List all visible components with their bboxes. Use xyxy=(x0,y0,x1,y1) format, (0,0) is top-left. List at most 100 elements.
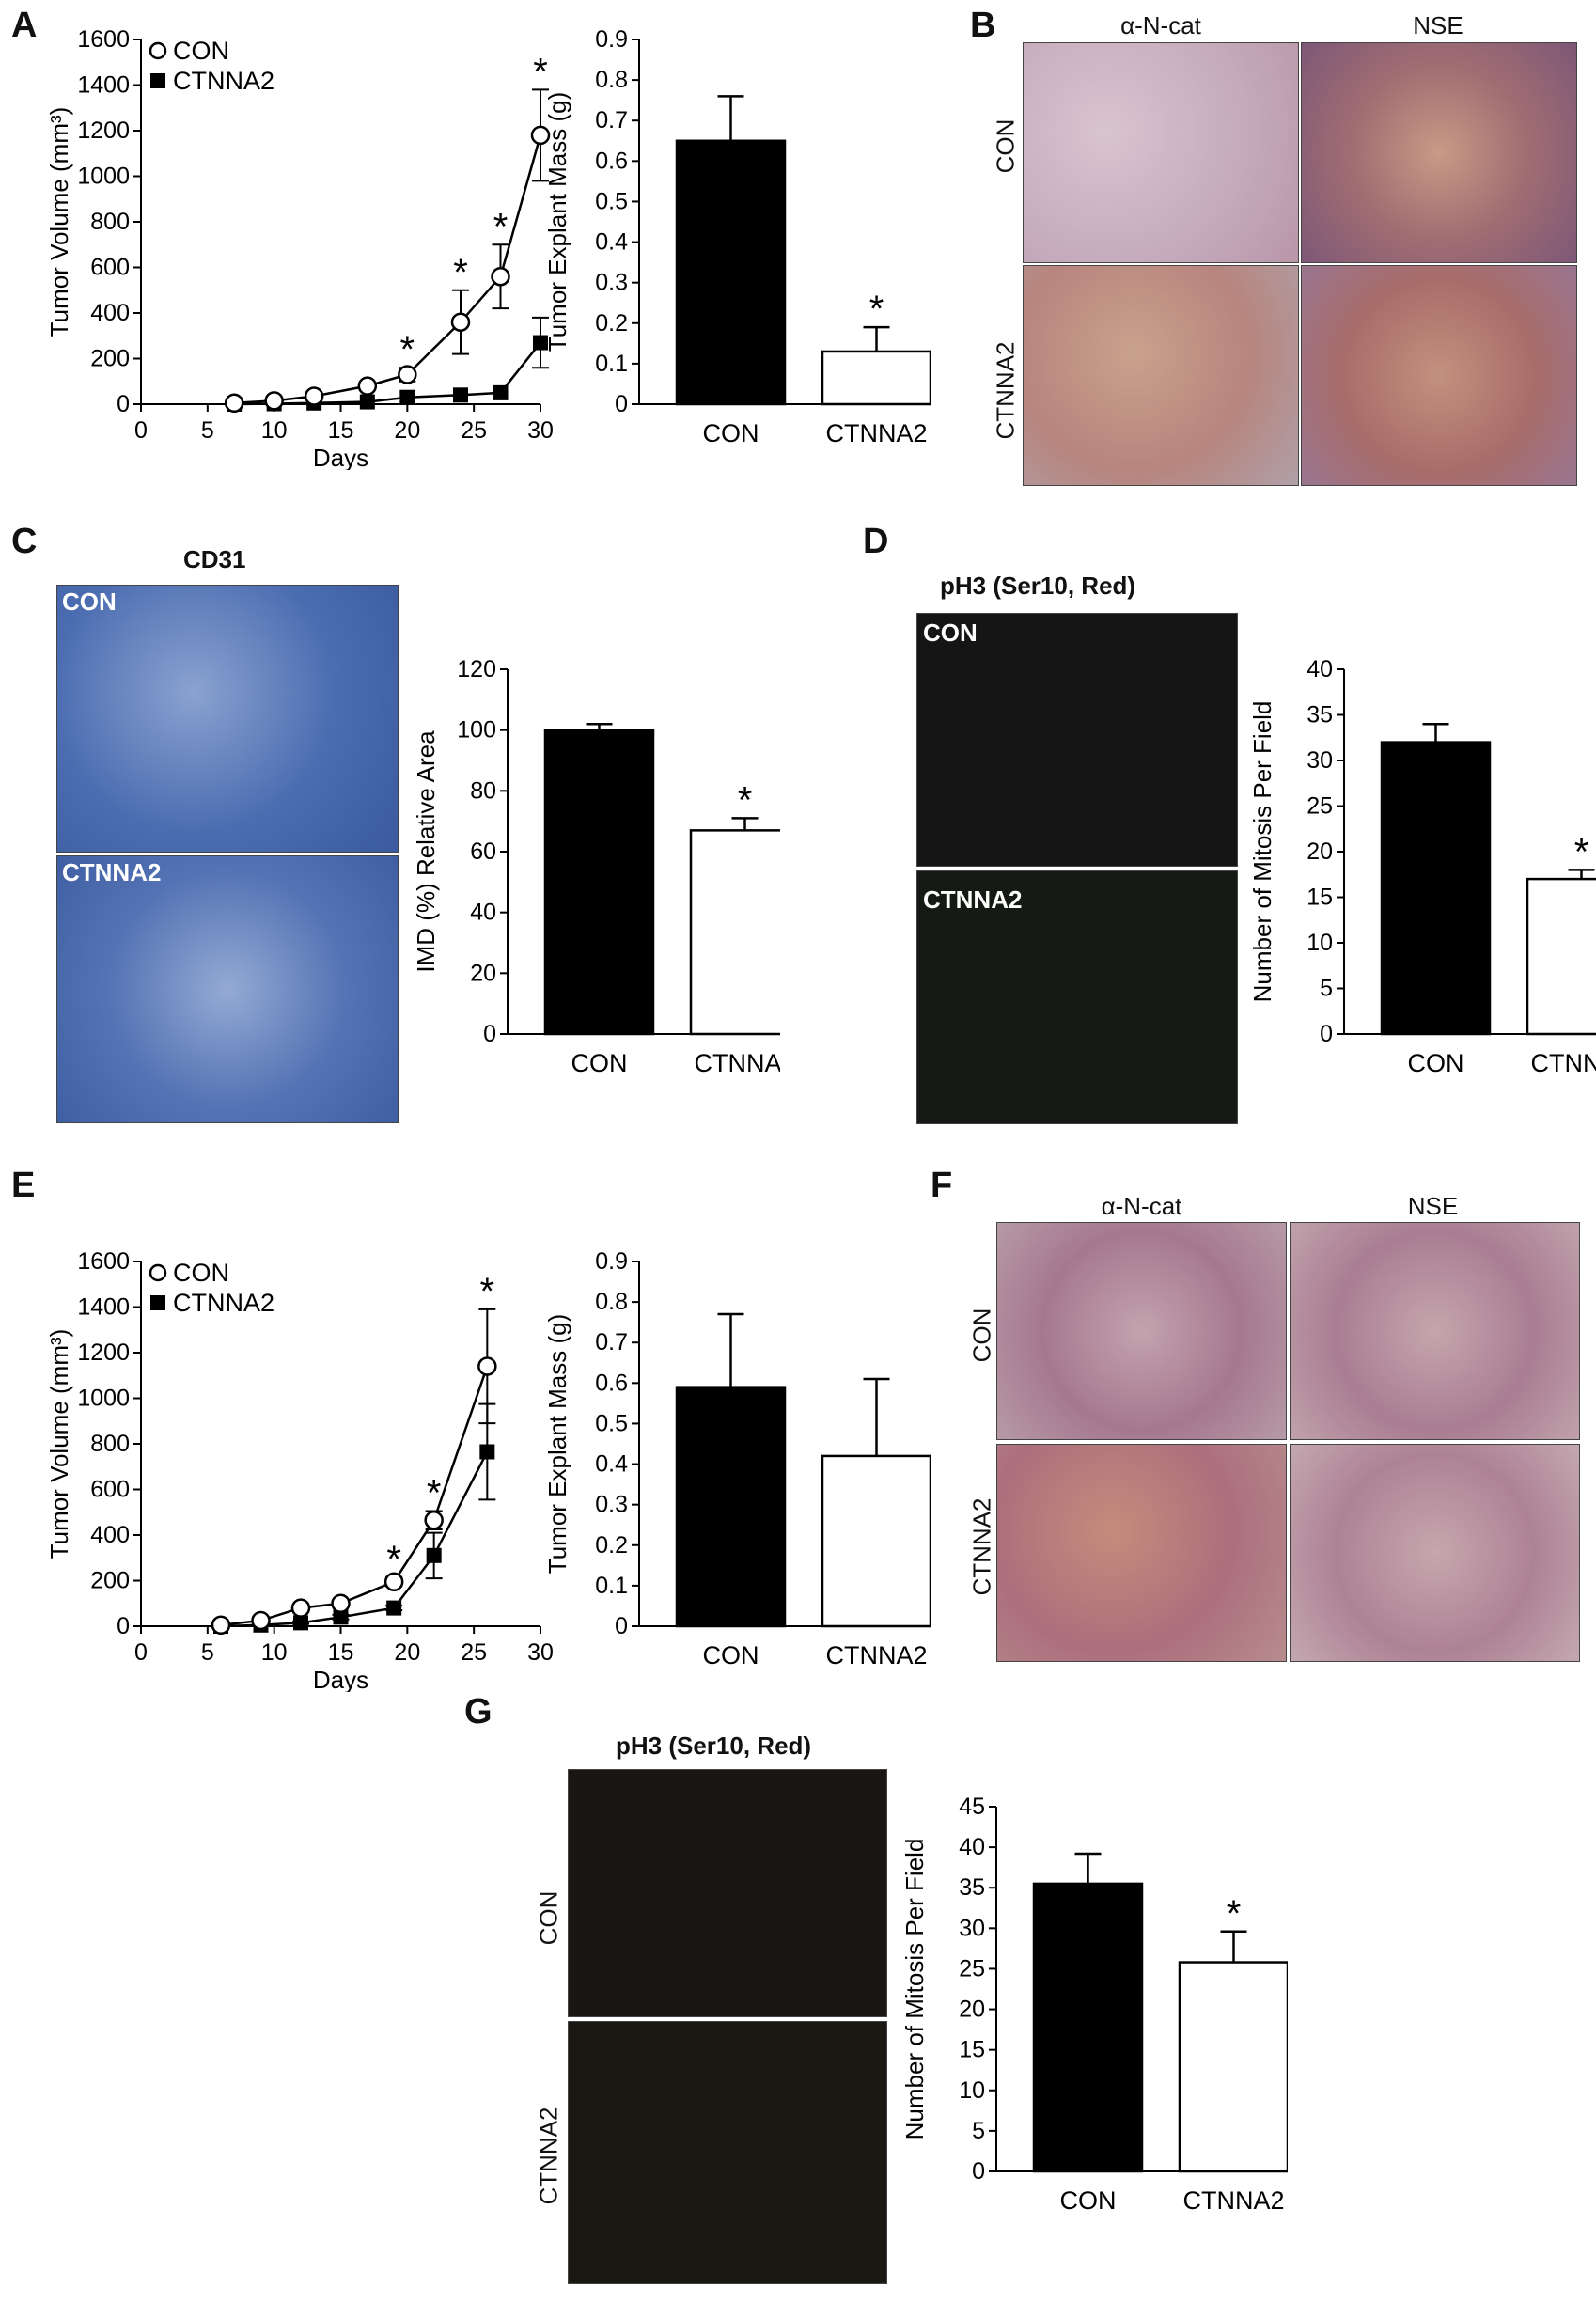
c-image-ctnna2 xyxy=(56,855,399,1123)
panel-label-d: D xyxy=(863,522,889,561)
b-image-con-nse xyxy=(1301,42,1577,263)
x-tick-label: 20 xyxy=(394,1639,420,1666)
y-axis-label: Tumor Volume (mm³) xyxy=(45,107,73,337)
c-image-con xyxy=(56,585,399,853)
data-point-con xyxy=(477,1356,497,1376)
data-point-con xyxy=(251,1610,271,1631)
y-tick-label: 120 xyxy=(457,656,496,682)
y-tick-label: 0.2 xyxy=(595,310,628,337)
y-axis-label: Number of Mitosis Per Field xyxy=(1248,701,1276,1003)
chart-c-bar: 0 20 40 60 80 100 120 IMD (%) Relative Area CON C… xyxy=(412,656,780,1077)
y-tick-label: 1400 xyxy=(77,72,130,99)
significance-star: * xyxy=(386,1539,401,1580)
significance-star: * xyxy=(493,206,509,247)
data-point-ctnna2 xyxy=(386,1600,402,1616)
g-row-title-2: CTNNA2 xyxy=(534,2107,563,2205)
y-tick-label: 0 xyxy=(972,2158,985,2185)
significance-star: * xyxy=(869,289,884,330)
y-tick-label: 15 xyxy=(1307,885,1333,911)
panel-label-b: B xyxy=(970,6,996,45)
y-tick-label: 0.9 xyxy=(595,1248,628,1275)
f-col-title-1: α-N-cat xyxy=(1101,1192,1182,1220)
x-tick-label: 15 xyxy=(328,417,354,444)
d-label-con: CON xyxy=(923,619,978,647)
y-tick-label: 30 xyxy=(959,1915,985,1941)
bar-con xyxy=(1032,1882,1144,2173)
x-tick-label: 30 xyxy=(527,417,554,444)
data-point-con xyxy=(530,125,551,146)
legend-marker-ctnna2 xyxy=(150,1295,165,1310)
y-tick-label: 0.3 xyxy=(595,270,628,296)
y-tick-label: 200 xyxy=(90,1568,130,1594)
data-point-con xyxy=(211,1615,231,1636)
y-tick-label: 1000 xyxy=(77,1386,130,1412)
legend-marker-ctnna2 xyxy=(150,73,165,88)
panel-label-f: F xyxy=(931,1166,953,1205)
data-point-ctnna2 xyxy=(479,1444,495,1460)
panel-label-g: G xyxy=(464,1692,493,1731)
panel-label-a: A xyxy=(11,6,38,45)
g-image-ctnna2 xyxy=(568,2021,887,2284)
x-tick-label: CTNNA2 xyxy=(1182,2186,1284,2215)
bar-ctnna2 xyxy=(1526,877,1596,1036)
y-tick-label: 0 xyxy=(117,391,130,417)
y-tick-label: 0.8 xyxy=(595,67,628,93)
y-axis-label: Number of Mitosis Per Field xyxy=(900,1839,929,2140)
y-tick-label: 45 xyxy=(959,1794,985,1820)
significance-star: * xyxy=(738,779,753,821)
data-point-con xyxy=(450,312,471,332)
x-tick-label: 5 xyxy=(201,417,214,444)
x-tick-label: CON xyxy=(703,1641,759,1669)
legend-label: CTNNA2 xyxy=(173,1289,274,1317)
x-tick-label: 20 xyxy=(394,417,420,444)
y-tick-label: 0 xyxy=(483,1021,496,1047)
y-tick-label: 600 xyxy=(90,255,130,281)
d-label-ctnna2: CTNNA2 xyxy=(923,885,1023,914)
g-image-con xyxy=(568,1769,887,2017)
y-tick-label: 1600 xyxy=(77,1248,130,1275)
y-axis-label: Tumor Volume (mm³) xyxy=(45,1329,73,1559)
y-tick-label: 40 xyxy=(1307,656,1333,682)
data-point-con xyxy=(304,386,324,406)
y-tick-label: 1200 xyxy=(77,118,130,144)
data-point-con xyxy=(383,1572,404,1591)
f-image-con-ncat xyxy=(996,1222,1287,1440)
y-tick-label: 15 xyxy=(959,2037,985,2063)
bar-ctnna2 xyxy=(821,350,931,406)
bar-con xyxy=(543,728,655,1036)
data-point-con xyxy=(331,1593,351,1613)
significance-star: * xyxy=(480,1271,495,1312)
data-point-ctnna2 xyxy=(399,389,415,405)
bar-ctnna2 xyxy=(689,829,780,1036)
data-point-ctnna2 xyxy=(359,394,375,410)
y-tick-label: 5 xyxy=(972,2118,985,2144)
y-tick-label: 0.8 xyxy=(595,1289,628,1315)
x-tick-label: CTNNA2 xyxy=(1530,1049,1596,1077)
y-axis-label: Tumor Explant Mass (g) xyxy=(543,1314,571,1574)
y-tick-label: 35 xyxy=(1307,702,1333,728)
f-row-title-1: CON xyxy=(967,1308,996,1363)
f-image-ctnna2-nse xyxy=(1290,1444,1580,1662)
y-tick-label: 40 xyxy=(959,1834,985,1860)
legend-label: CON xyxy=(173,37,229,65)
b-row-title-1: CON xyxy=(991,118,1020,174)
y-tick-label: 1000 xyxy=(77,164,130,190)
x-tick-label: 30 xyxy=(527,1639,554,1666)
y-tick-label: 35 xyxy=(959,1874,985,1901)
y-tick-label: 0 xyxy=(615,1613,628,1639)
data-point-con xyxy=(357,376,378,396)
x-tick-label: 10 xyxy=(261,417,288,444)
y-tick-label: 0.9 xyxy=(595,26,628,53)
y-tick-label: 800 xyxy=(90,1431,130,1457)
series-line-ctnna2 xyxy=(220,1450,489,1628)
significance-star: * xyxy=(533,51,548,92)
y-tick-label: 30 xyxy=(1307,747,1333,774)
x-tick-label: 15 xyxy=(328,1639,354,1666)
y-tick-label: 20 xyxy=(470,960,496,986)
y-tick-label: 20 xyxy=(1307,838,1333,865)
data-point-ctnna2 xyxy=(426,1547,442,1563)
f-row-title-2: CTNNA2 xyxy=(967,1497,996,1596)
x-tick-label: 25 xyxy=(461,417,487,444)
b-image-ctnna2-nse xyxy=(1301,265,1577,486)
